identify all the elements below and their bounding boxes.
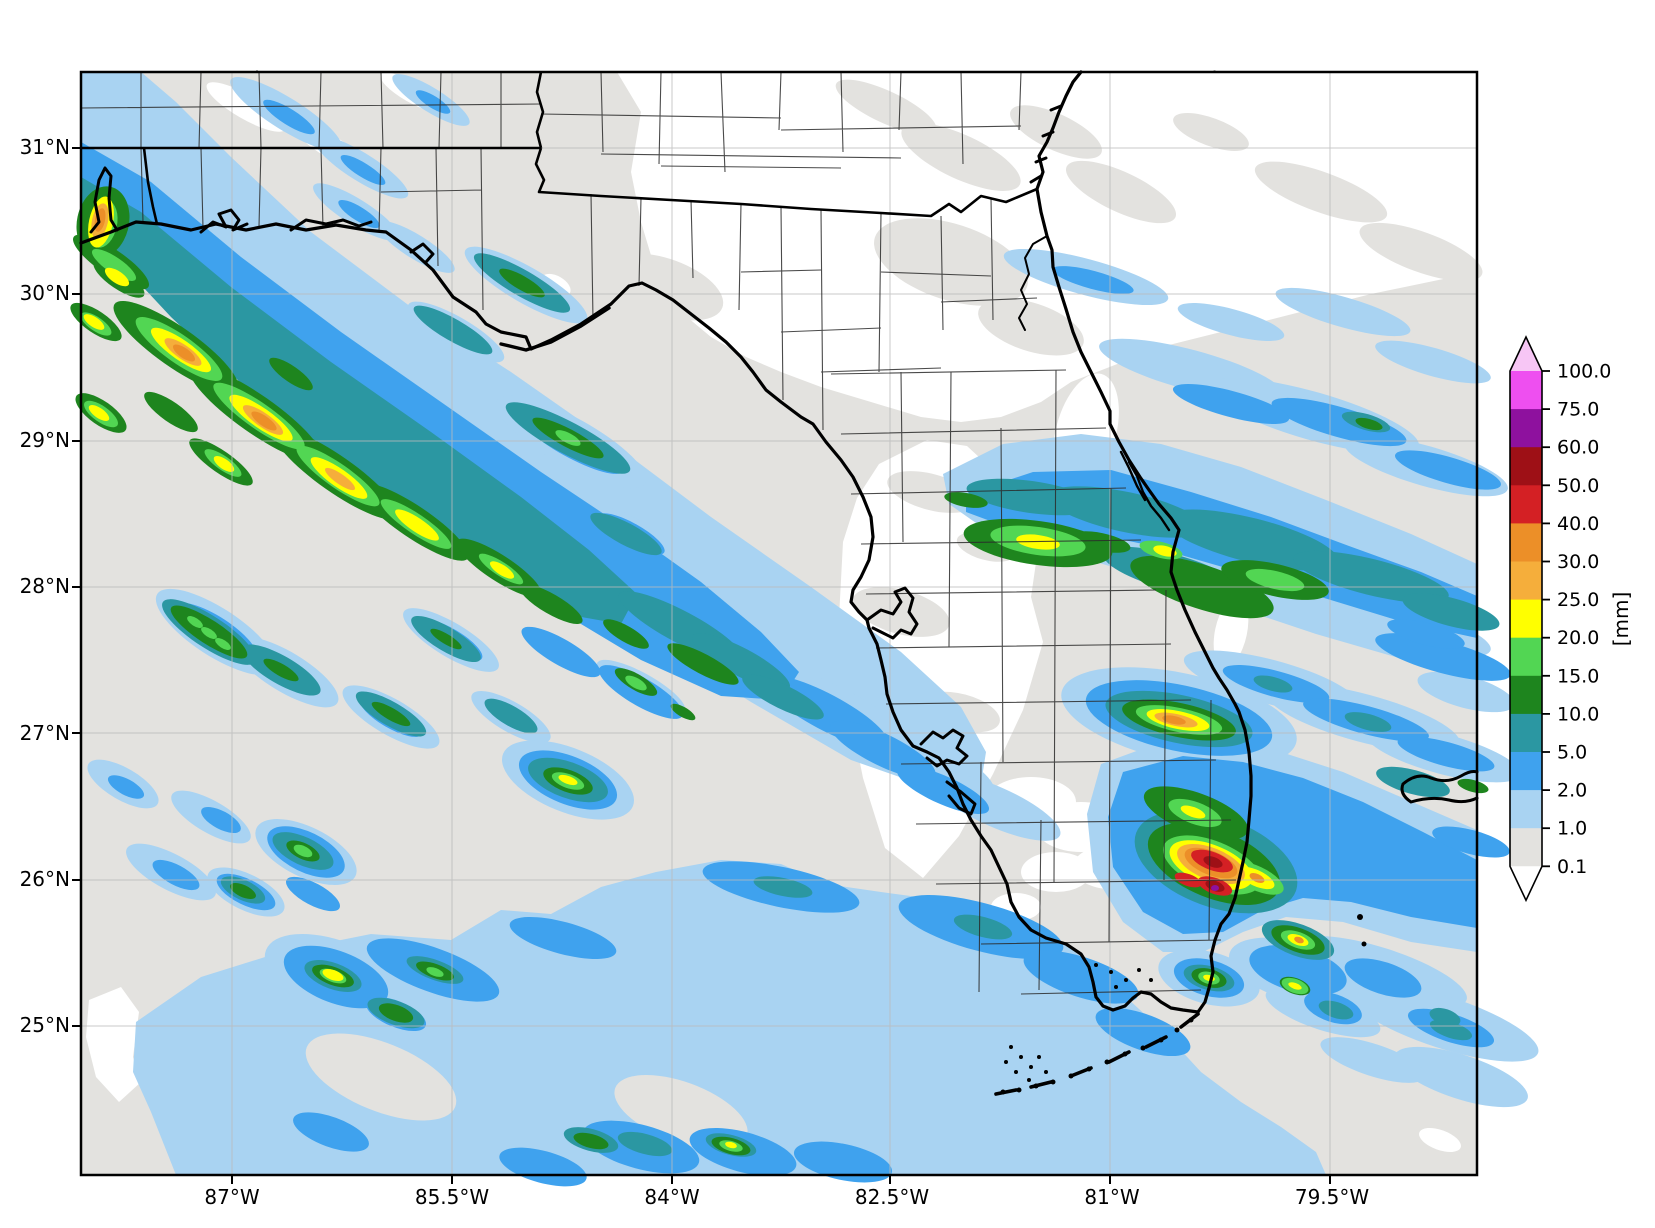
colorbar-tick-label: 20.0 — [1557, 627, 1599, 649]
y-tick-label: 29°N — [19, 427, 70, 452]
colorbar-segment — [1510, 828, 1542, 867]
colorbar-tick-labels: 100.0 75.0 60.0 50.0 40.0 30.0 25.0 20.0 15.0 10.… — [1557, 361, 1611, 878]
colorbar-tick-label: 2.0 — [1557, 780, 1587, 802]
county-boundaries — [80, 71, 1237, 995]
precipitation-map — [70, 70, 1539, 1187]
colorbar-tick-label: 30.0 — [1557, 551, 1599, 573]
x-tick-label: 85.5°W — [414, 1185, 490, 1209]
island-speckles — [1000, 914, 1367, 1095]
colorbar-segment — [1510, 523, 1542, 563]
colorbar-segment — [1510, 637, 1542, 677]
x-tick-label: 87°W — [204, 1185, 260, 1209]
map-border — [79, 70, 1479, 1177]
trace-patches — [608, 79, 1483, 733]
graticule-lines — [81, 72, 1477, 1175]
colorbar-tick-label: 50.0 — [1557, 475, 1599, 497]
colorbar-segment — [1510, 713, 1542, 753]
colorbar-segment — [1510, 409, 1542, 448]
y-tick-label: 27°N — [19, 720, 70, 745]
y-tick-label: 25°N — [19, 1013, 70, 1038]
colorbar-tick-label: 10.0 — [1557, 703, 1599, 725]
colorbar-tick-label: 15.0 — [1557, 665, 1599, 687]
colorbar-segment — [1510, 599, 1542, 639]
coastline — [79, 70, 1479, 1096]
colorbar-segment — [1510, 752, 1542, 791]
colorbar-segment — [1510, 447, 1542, 486]
y-tick-label: 30°N — [19, 281, 70, 306]
colorbar-tick-label: 5.0 — [1557, 742, 1587, 764]
precip-60-75mm — [1211, 885, 1219, 891]
colorbar-tick-label: 1.0 — [1557, 818, 1587, 840]
colorbar-over-arrow — [1510, 337, 1542, 371]
colorbar-tick-label: 60.0 — [1557, 437, 1599, 459]
colorbar-tick-label: 75.0 — [1557, 399, 1599, 421]
x-tick-label: 79.5°W — [1294, 1185, 1370, 1209]
colorbar-segment — [1510, 485, 1542, 524]
colorbar-ticks — [1542, 370, 1550, 868]
colorbar-unit-label: [mm] — [1609, 592, 1633, 647]
y-tick-label: 31°N — [19, 135, 70, 159]
colorbar-segment — [1510, 675, 1542, 715]
x-tick-label: 82.5°W — [854, 1185, 930, 1209]
y-tick-label: 26°N — [19, 867, 70, 891]
colorbar-tick-label: 100.0 — [1557, 361, 1611, 383]
x-tick-label: 81°W — [1084, 1185, 1140, 1209]
colorbar-tick-label: 0.1 — [1557, 856, 1587, 878]
x-tick-label: 84°W — [644, 1185, 700, 1209]
colorbar-segment — [1510, 371, 1542, 410]
colorbar-segment — [1510, 561, 1542, 601]
axis-ticks — [72, 147, 1331, 1184]
colorbar-segments — [1510, 371, 1542, 867]
map-area — [70, 70, 1539, 1187]
colorbar-tick-label: 25.0 — [1557, 589, 1599, 611]
state-borders — [81, 71, 1038, 225]
colorbar-segment — [1510, 790, 1542, 829]
colorbar-tick-label: 40.0 — [1557, 513, 1599, 535]
colorbar-under-arrow — [1510, 866, 1542, 901]
y-tick-label: 28°N — [19, 574, 70, 599]
colorbar: 100.0 75.0 60.0 50.0 40.0 30.0 25.0 20.0 15.0 10.… — [1509, 335, 1633, 903]
